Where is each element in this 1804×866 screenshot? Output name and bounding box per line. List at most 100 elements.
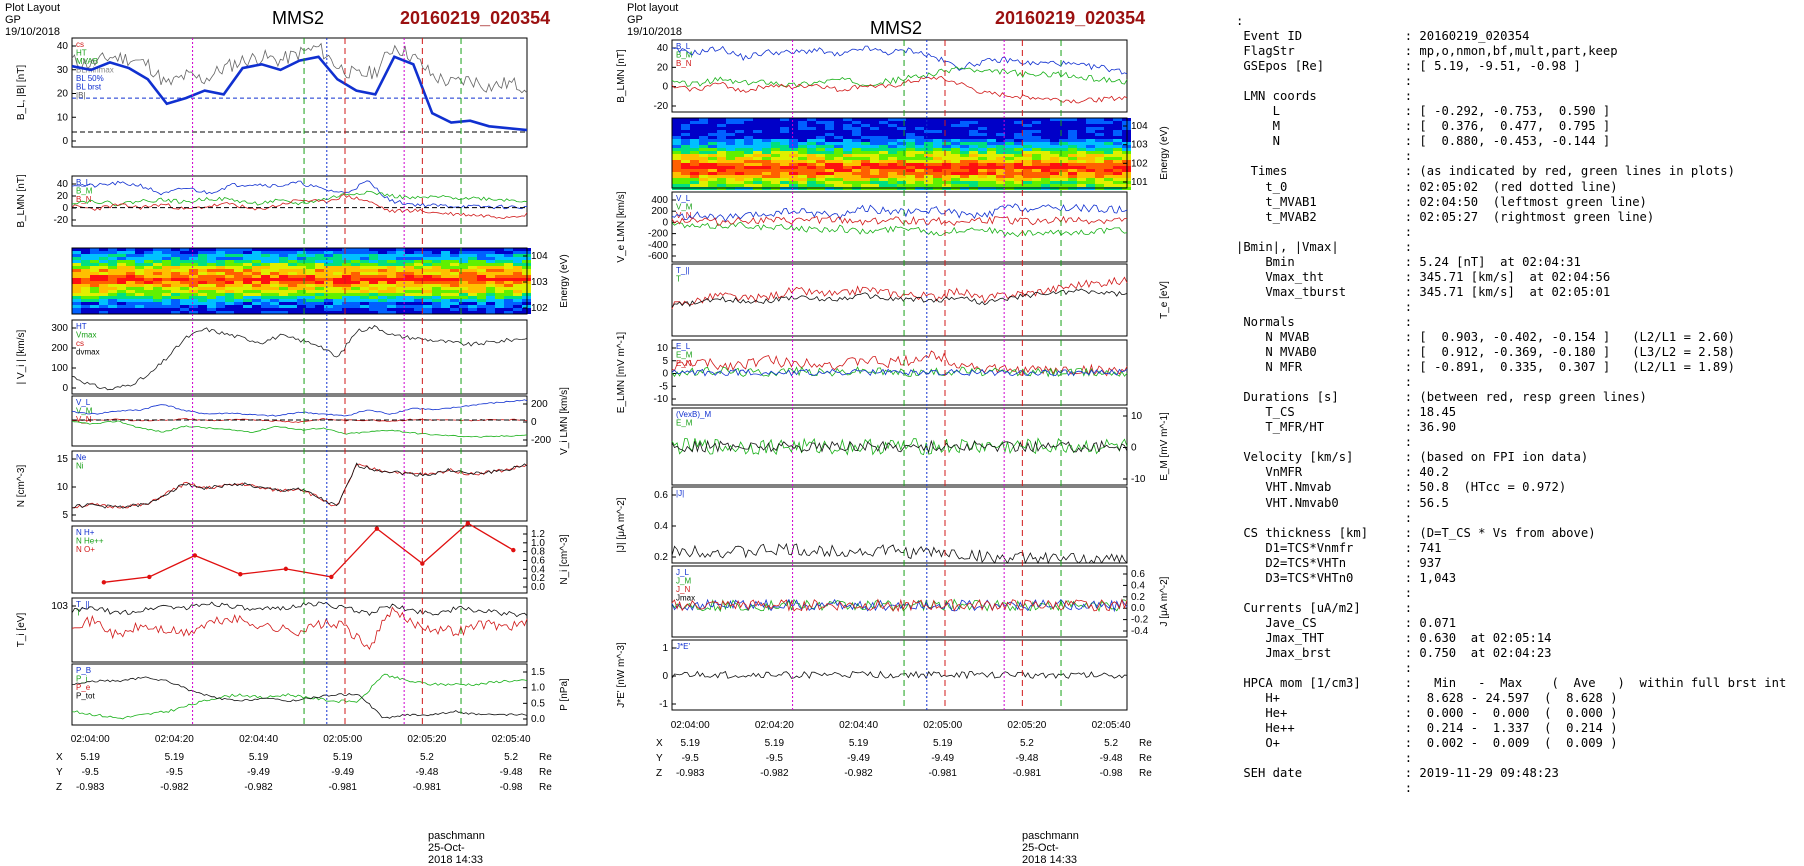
left-spectrogram-cell — [378, 251, 387, 254]
right-spectrogram-cell — [1023, 127, 1032, 130]
right-spectrogram-cell — [753, 184, 762, 187]
right-spectrogram-cell — [708, 175, 717, 178]
right-spectrogram-cell — [717, 181, 726, 184]
right-spectrogram-cell — [1005, 124, 1014, 127]
right-spectrogram-cell — [789, 154, 798, 157]
right-panel-frame-13 — [671, 339, 1128, 406]
right-spectrogram-cell — [915, 148, 924, 151]
left-spectrogram-cell — [333, 287, 342, 290]
left-data-point — [283, 566, 289, 572]
left-spectrogram-cell — [234, 296, 243, 299]
right-spectrogram-cell — [744, 136, 753, 139]
left-spectrogram-cell — [441, 302, 450, 305]
left-spectrogram-cell — [378, 248, 387, 251]
left-legend-6: N H+ — [76, 528, 95, 537]
left-spectrogram-cell — [207, 293, 216, 296]
left-spectrogram-cell — [513, 293, 522, 296]
right-spectrogram-cell — [879, 154, 888, 157]
right-spectrogram-cell — [681, 184, 690, 187]
right-spectrogram-cell — [1023, 178, 1032, 181]
right-spectrogram-cell — [744, 130, 753, 133]
right-spectrogram-cell — [960, 154, 969, 157]
right-orbit-unit: Re — [1139, 768, 1152, 779]
right-spectrogram-cell — [1005, 130, 1014, 133]
right-spectrogram-cell — [1086, 133, 1095, 136]
left-spectrogram-cell — [477, 305, 486, 308]
left-spectrogram-cell — [216, 281, 225, 284]
right-ytick-11: -200 — [648, 229, 668, 240]
left-spectrogram-cell — [441, 284, 450, 287]
left-orbit-value: -9.48 — [500, 767, 523, 778]
left-spectrogram-cell — [117, 260, 126, 263]
left-spectrogram-cell — [495, 263, 504, 266]
left-spectrogram-cell — [207, 311, 216, 314]
left-spectrogram-cell — [288, 284, 297, 287]
left-spectrogram-cell — [162, 275, 171, 278]
left-spectrogram-cell — [234, 260, 243, 263]
left-spectrogram-cell — [171, 305, 180, 308]
right-spectrogram-cell — [1014, 148, 1023, 151]
right-spectrogram-cell — [798, 178, 807, 181]
left-spectrogram-cell — [108, 302, 117, 305]
right-spectrogram-cell — [951, 148, 960, 151]
right-spectrogram-cell — [951, 163, 960, 166]
right-spectrogram-cell — [1095, 145, 1104, 148]
right-spectrogram-cell — [996, 127, 1005, 130]
left-spectrogram-cell — [72, 254, 81, 257]
right-spectrogram-cell — [870, 145, 879, 148]
right-spectrogram-cell — [1104, 124, 1113, 127]
left-spectrogram-cell — [171, 290, 180, 293]
right-spectrogram-cell — [978, 157, 987, 160]
right-spectrogram-cell — [807, 124, 816, 127]
right-spectrogram-cell — [744, 127, 753, 130]
left-spectrogram-cell — [306, 284, 315, 287]
right-spectrogram-cell — [978, 181, 987, 184]
left-spectrogram-2 — [72, 248, 531, 314]
right-spectrogram-cell — [942, 172, 951, 175]
right-spectrogram-cell — [834, 127, 843, 130]
left-spectrogram-cell — [279, 284, 288, 287]
left-spectrogram-cell — [315, 287, 324, 290]
left-ytick-3: 0 — [62, 383, 68, 394]
left-spectrogram-cell — [378, 287, 387, 290]
left-spectrogram-cell — [378, 302, 387, 305]
right-spectrogram-cell — [807, 172, 816, 175]
right-ytick-13: -5 — [659, 381, 668, 392]
left-spectrogram-cell — [135, 254, 144, 257]
right-spectrogram-cell — [960, 118, 969, 121]
right-spectrogram-cell — [906, 157, 915, 160]
left-spectrogram-cell — [369, 278, 378, 281]
right-spectrogram-cell — [1095, 178, 1104, 181]
right-spectrogram-cell — [978, 178, 987, 181]
right-spectrogram-cell — [762, 130, 771, 133]
right-spectrogram-cell — [807, 154, 816, 157]
right-spectrogram-cell — [960, 145, 969, 148]
right-spectrogram-cell — [1086, 175, 1095, 178]
left-spectrogram-cell — [72, 302, 81, 305]
right-spectrogram-cell — [978, 151, 987, 154]
right-spectrogram-cell — [798, 124, 807, 127]
left-spectrogram-cell — [351, 290, 360, 293]
left-spectrogram-cell — [369, 272, 378, 275]
left-spectrogram-cell — [225, 263, 234, 266]
left-spectrogram-cell — [279, 272, 288, 275]
right-spectrogram-cell — [951, 178, 960, 181]
left-spectrogram-cell — [198, 260, 207, 263]
left-spectrogram-cell — [414, 251, 423, 254]
right-spectrogram-cell — [1059, 184, 1068, 187]
right-spectrogram-cell — [924, 133, 933, 136]
right-spectrogram-cell — [1023, 172, 1032, 175]
right-spectrogram-cell — [1068, 175, 1077, 178]
right-spectrogram-cell — [1086, 130, 1095, 133]
right-spectrogram-cell — [951, 133, 960, 136]
left-spectrogram-cell — [306, 260, 315, 263]
left-event-title: 20160219_020354 — [400, 8, 551, 28]
right-spectrogram-cell — [987, 181, 996, 184]
right-spectrogram-cell — [1014, 160, 1023, 163]
left-spectrogram-cell — [279, 305, 288, 308]
right-spectrogram-cell — [672, 136, 681, 139]
left-spectrogram-cell — [342, 281, 351, 284]
right-spectrogram-cell — [726, 157, 735, 160]
left-spectrogram-cell — [396, 281, 405, 284]
right-spectrogram-cell — [735, 175, 744, 178]
